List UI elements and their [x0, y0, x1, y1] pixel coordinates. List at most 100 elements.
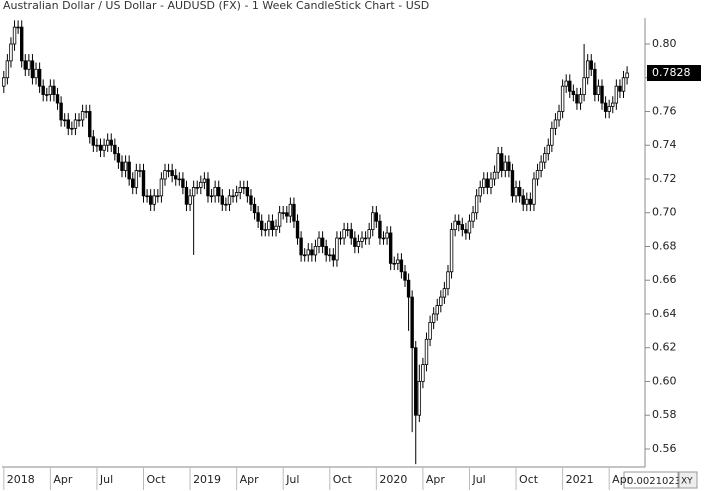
- candle-body: [582, 77, 586, 96]
- candle-body: [191, 187, 196, 197]
- candle-body: [335, 237, 339, 261]
- cursor-mode[interactable]: XY: [681, 477, 693, 487]
- candle-body: [353, 237, 357, 247]
- candle-body: [156, 195, 160, 198]
- candle-body: [62, 119, 67, 122]
- candle-body: [431, 313, 436, 323]
- candle-body: [532, 178, 536, 205]
- candle-body: [560, 85, 565, 112]
- candle-body: [550, 127, 554, 146]
- candle-body: [310, 249, 314, 256]
- candle-body: [109, 139, 113, 146]
- candle-body: [98, 144, 103, 151]
- candle-body: [48, 85, 53, 96]
- candle-body: [399, 259, 404, 273]
- candle-body: [30, 60, 35, 79]
- candle-body: [84, 111, 88, 113]
- candle-body: [12, 26, 17, 45]
- cursor-readout-box: [623, 471, 679, 489]
- candle-body: [449, 229, 454, 273]
- candle-body: [249, 195, 253, 205]
- candles: [2, 20, 629, 465]
- candle-body: [421, 364, 425, 382]
- candle-body: [227, 195, 232, 205]
- candle-body: [91, 136, 96, 146]
- candle-body: [295, 220, 300, 239]
- candle-body: [95, 144, 99, 147]
- candle-body: [442, 288, 447, 298]
- candle-body: [163, 170, 167, 180]
- y-tick-label: 0.62: [652, 341, 677, 354]
- candle-body: [184, 187, 189, 205]
- candle-body: [614, 85, 619, 104]
- candle-body: [392, 262, 396, 265]
- candle-body: [417, 381, 422, 416]
- candle-body: [414, 347, 418, 416]
- candle-body: [34, 68, 38, 79]
- x-tick-label: 2018: [7, 473, 35, 486]
- candle-body: [134, 170, 139, 188]
- candle-body: [105, 139, 110, 146]
- candle-body: [55, 94, 60, 104]
- y-tick-label: 0.80: [652, 37, 677, 50]
- candle-body: [474, 195, 479, 214]
- y-tick-label: 0.66: [652, 273, 677, 286]
- candle-body: [238, 187, 242, 193]
- candle-body: [464, 229, 468, 234]
- candle-body: [593, 68, 597, 96]
- last-price-box: [647, 65, 701, 82]
- x-tick-label: Jul: [99, 473, 113, 486]
- candle-body: [77, 119, 81, 122]
- candle-body: [66, 119, 70, 129]
- y-tick-label: 0.60: [652, 374, 677, 387]
- candle-body: [20, 26, 24, 62]
- candle-body: [45, 94, 49, 96]
- candle-body: [41, 85, 45, 96]
- candle-body: [342, 229, 346, 239]
- candle-body: [324, 246, 328, 256]
- candle-body: [478, 187, 482, 197]
- candle-body: [410, 296, 414, 349]
- candle-body: [59, 102, 63, 121]
- candle-body: [148, 195, 153, 205]
- candle-body: [263, 229, 267, 231]
- candle-body: [141, 170, 146, 197]
- candle-body: [80, 111, 85, 121]
- candle-body: [381, 237, 386, 240]
- candle-body: [535, 170, 540, 180]
- candle-body: [485, 178, 490, 188]
- candle-body: [166, 170, 171, 172]
- candle-body: [188, 195, 192, 205]
- candle-body: [281, 212, 285, 214]
- candle-body: [467, 220, 472, 234]
- candle-body: [521, 195, 525, 205]
- candle-body: [277, 212, 282, 227]
- cursor-mode-button[interactable]: [678, 471, 698, 489]
- candle-body: [500, 153, 504, 171]
- candle-body: [378, 220, 382, 239]
- candle-body: [621, 77, 626, 92]
- candle-body: [585, 60, 590, 79]
- y-tick-label: 0.64: [652, 307, 677, 320]
- candle-body: [320, 237, 325, 247]
- candle-body: [371, 212, 375, 231]
- candle-body: [568, 80, 572, 92]
- x-tick-label: 2019: [193, 473, 221, 486]
- candle-body: [256, 212, 260, 222]
- candle-body: [181, 178, 185, 188]
- candle-body: [510, 170, 515, 197]
- candle-body: [482, 178, 486, 188]
- candle-body: [496, 153, 500, 173]
- candle-body: [553, 119, 558, 129]
- candle-body: [313, 246, 318, 256]
- candle-body: [199, 181, 203, 188]
- x-tick-label: Jul: [471, 473, 485, 486]
- chart-title: Australian Dollar / US Dollar - AUDUSD (…: [3, 0, 429, 12]
- candle-body: [571, 90, 576, 96]
- candle-body: [575, 94, 579, 104]
- x-tick-label: Oct: [146, 473, 166, 486]
- candle-body: [546, 144, 550, 155]
- candle-body: [446, 271, 450, 290]
- candle-body: [557, 111, 561, 121]
